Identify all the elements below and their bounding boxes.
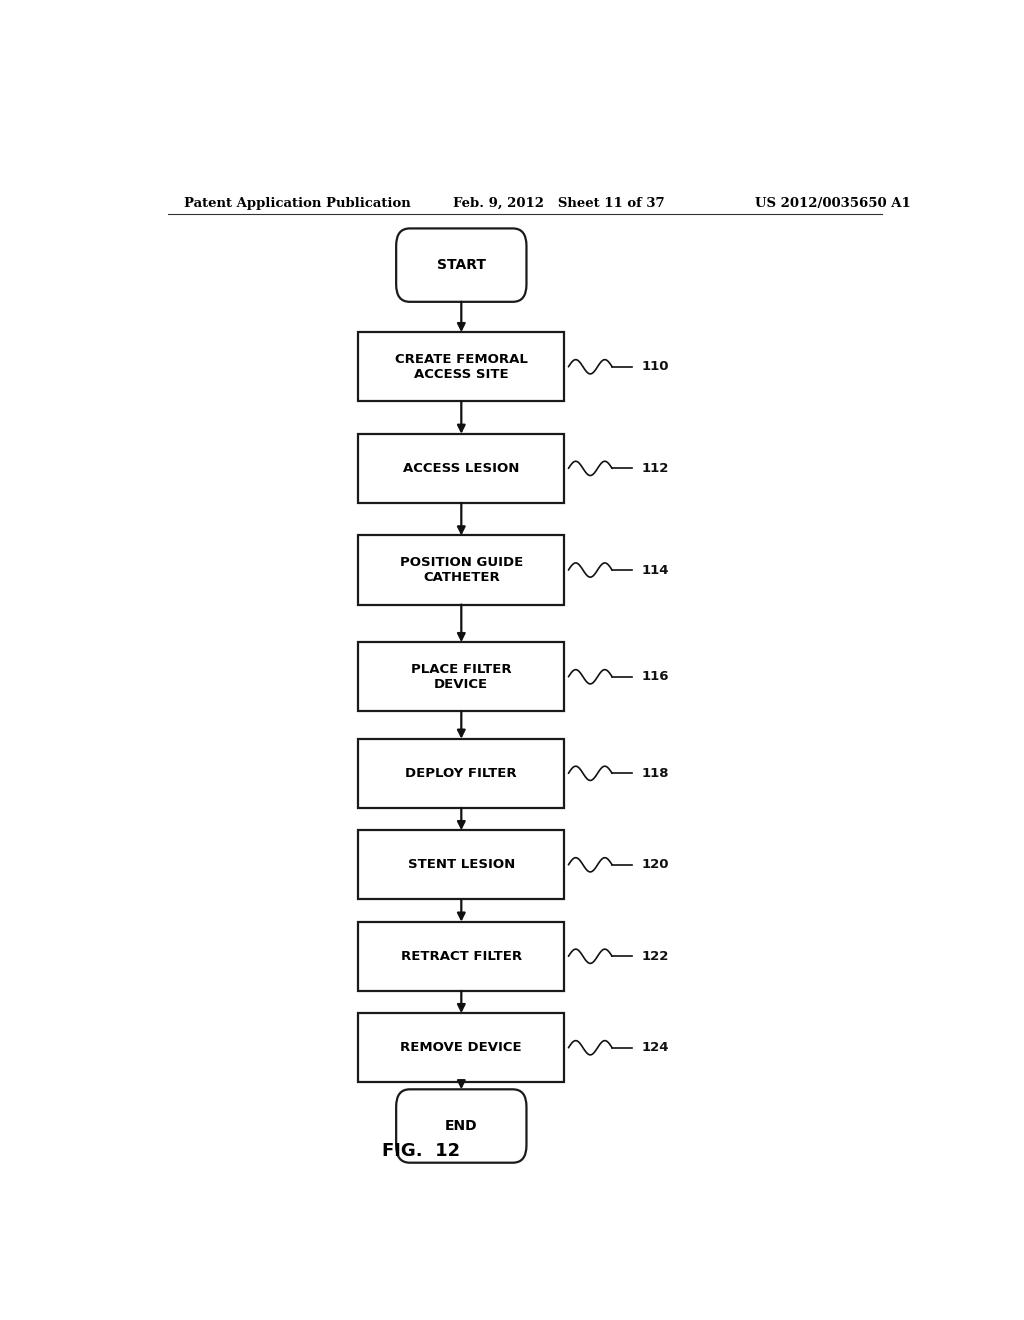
FancyBboxPatch shape [396, 228, 526, 302]
FancyBboxPatch shape [358, 333, 564, 401]
Text: Patent Application Publication: Patent Application Publication [183, 197, 411, 210]
FancyBboxPatch shape [358, 1014, 564, 1082]
FancyBboxPatch shape [358, 739, 564, 808]
Text: END: END [445, 1119, 477, 1133]
FancyBboxPatch shape [358, 830, 564, 899]
Text: DEPLOY FILTER: DEPLOY FILTER [406, 767, 517, 780]
Text: FIG.  12: FIG. 12 [382, 1142, 460, 1159]
Text: 124: 124 [641, 1041, 669, 1055]
Text: CREATE FEMORAL
ACCESS SITE: CREATE FEMORAL ACCESS SITE [395, 352, 527, 381]
Text: US 2012/0035650 A1: US 2012/0035650 A1 [755, 197, 910, 210]
Text: 110: 110 [641, 360, 669, 374]
FancyBboxPatch shape [358, 921, 564, 991]
Text: Feb. 9, 2012   Sheet 11 of 37: Feb. 9, 2012 Sheet 11 of 37 [454, 197, 665, 210]
Text: REMOVE DEVICE: REMOVE DEVICE [400, 1041, 522, 1055]
FancyBboxPatch shape [358, 434, 564, 503]
Text: 120: 120 [641, 858, 669, 871]
Text: 116: 116 [641, 671, 669, 684]
Text: PLACE FILTER
DEVICE: PLACE FILTER DEVICE [411, 663, 512, 690]
Text: RETRACT FILTER: RETRACT FILTER [400, 950, 522, 962]
Text: 118: 118 [641, 767, 669, 780]
Text: 112: 112 [641, 462, 669, 475]
Text: STENT LESION: STENT LESION [408, 858, 515, 871]
Text: POSITION GUIDE
CATHETER: POSITION GUIDE CATHETER [399, 556, 523, 585]
Text: 122: 122 [641, 950, 669, 962]
Text: 114: 114 [641, 564, 669, 577]
FancyBboxPatch shape [358, 643, 564, 711]
FancyBboxPatch shape [358, 536, 564, 605]
FancyBboxPatch shape [396, 1089, 526, 1163]
Text: ACCESS LESION: ACCESS LESION [403, 462, 519, 475]
Text: START: START [437, 259, 485, 272]
